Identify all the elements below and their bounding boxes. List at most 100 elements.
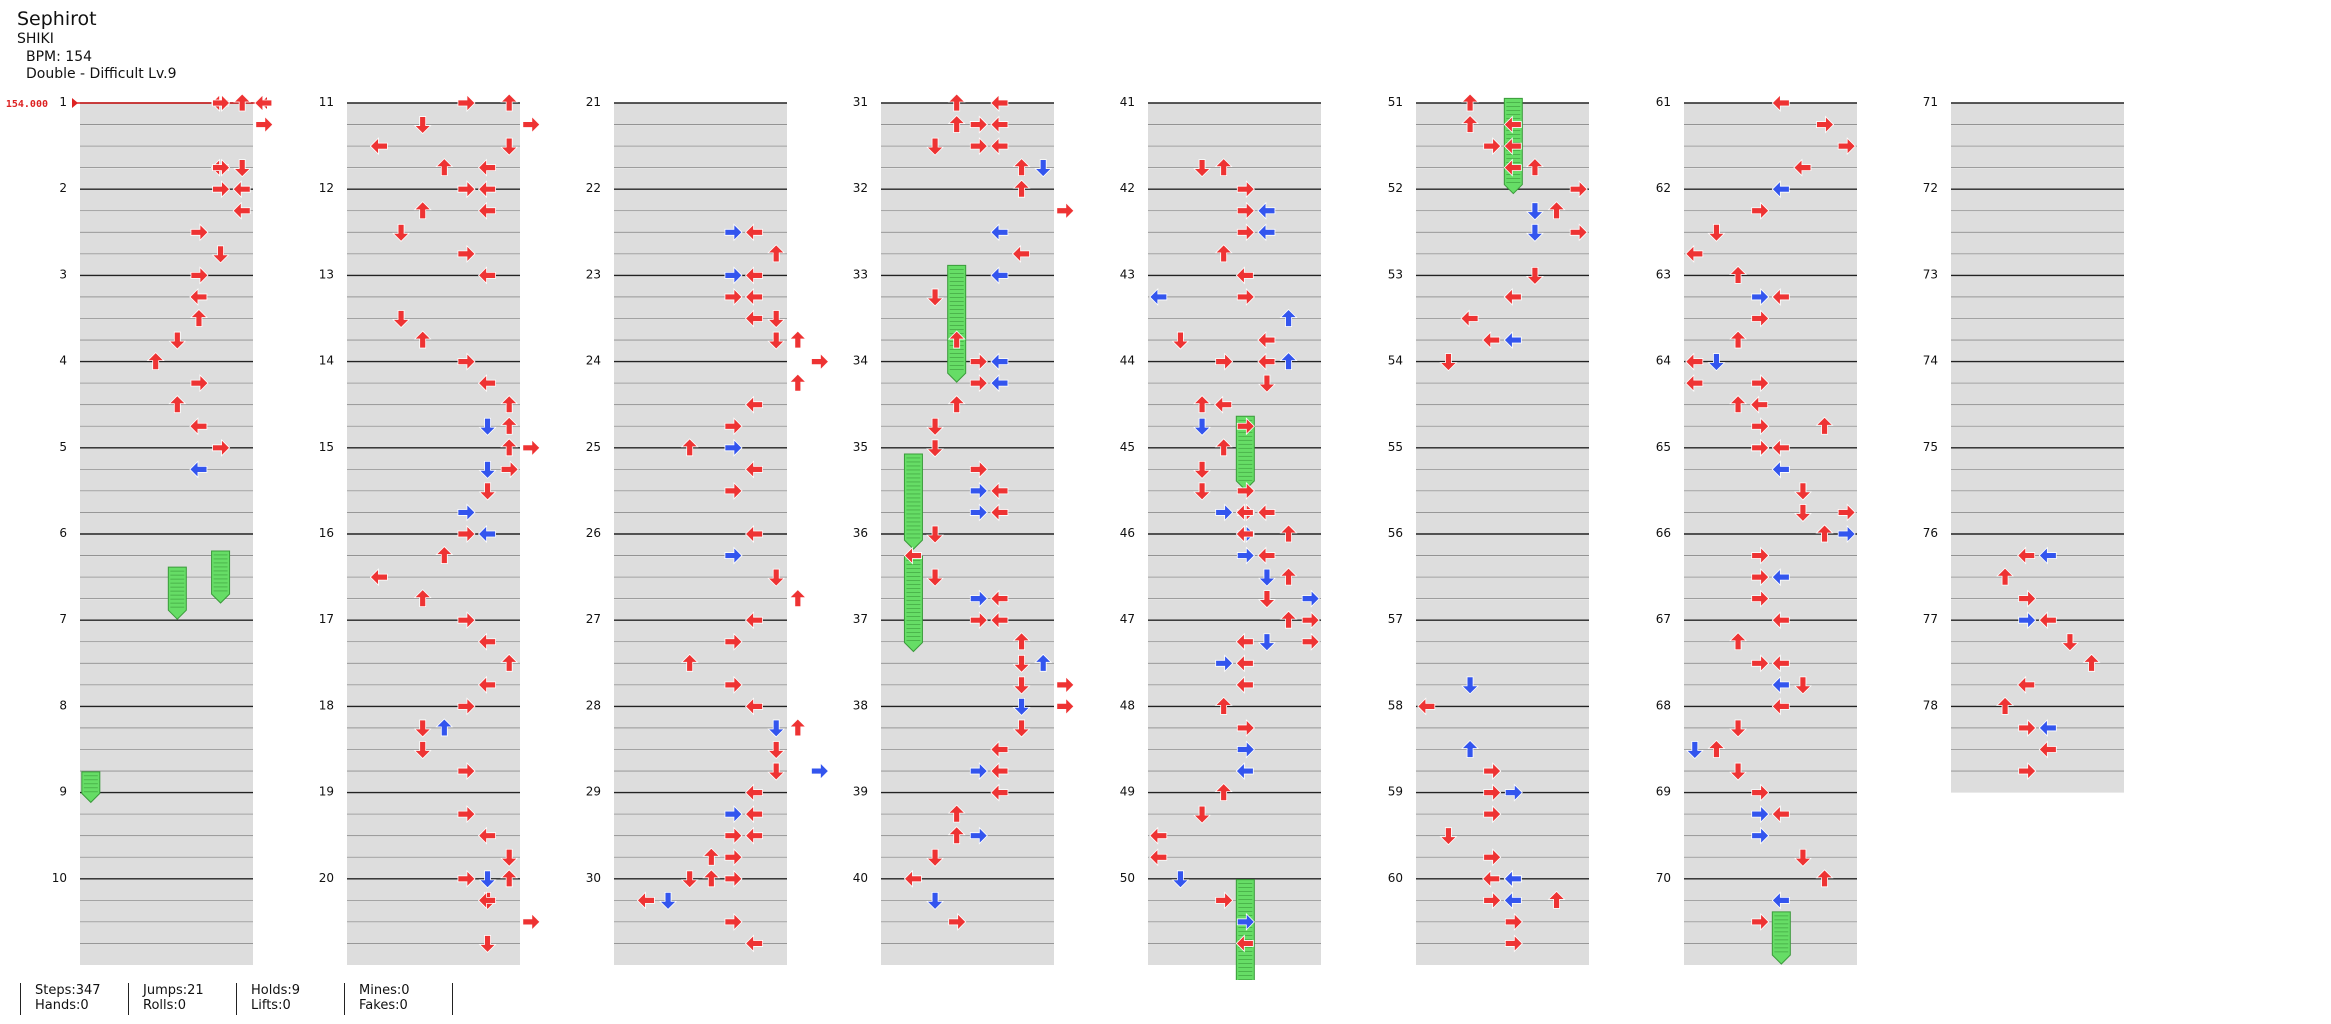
arrow-note (189, 287, 208, 306)
beat-band (1148, 900, 1321, 922)
arrow-note (212, 438, 231, 457)
beat-band (347, 900, 520, 922)
arrow-note (2038, 546, 2057, 565)
beat-band (1684, 340, 1857, 362)
arrow-note (1837, 137, 1856, 156)
beat-band (80, 362, 253, 384)
beat-band (1684, 944, 1857, 965)
beat-band (80, 491, 253, 513)
arrow-note (1236, 223, 1255, 242)
arrow-note (2082, 653, 2101, 672)
beat-band (80, 426, 253, 448)
beat-band (881, 232, 1054, 254)
beat-band (881, 706, 1054, 728)
beat-band (1684, 793, 1857, 815)
beat-band (80, 297, 253, 319)
beat-band (1684, 103, 1857, 125)
arrow-note (1279, 524, 1298, 543)
measure-number: 3 (59, 267, 67, 281)
beat-band (1416, 319, 1589, 341)
beat-band (1951, 513, 2124, 534)
arrow-note (392, 310, 411, 329)
beat-band (1148, 750, 1321, 772)
measure-number: 37 (853, 612, 868, 626)
arrow-note (2018, 762, 2037, 781)
beat-band (80, 900, 253, 922)
measure-number: 26 (586, 526, 601, 540)
beat-band (347, 469, 520, 491)
beat-band (614, 125, 787, 147)
stat-group-jumps: Jumps:21 Rolls:0 (128, 983, 204, 1015)
beat-band (1951, 211, 2124, 233)
measure-number: 29 (586, 785, 601, 799)
beat-band (80, 146, 253, 168)
arrow-note (168, 331, 187, 350)
beat-band (80, 189, 253, 211)
beat-band (1951, 599, 2124, 621)
arrow-note (522, 115, 541, 134)
arrow-note (457, 697, 476, 716)
beat-band (1684, 254, 1857, 276)
arrow-note (744, 287, 763, 306)
beat-band (1416, 771, 1589, 793)
beat-band (347, 879, 520, 901)
arrow-note (1257, 590, 1276, 609)
arrow-note (724, 805, 743, 824)
arrow-note (1012, 719, 1031, 738)
beat-band (881, 491, 1054, 513)
arrow-note (1751, 589, 1770, 608)
beat-band (1951, 125, 2124, 147)
arrow-note (1257, 633, 1276, 652)
measure-number: 43 (1120, 267, 1135, 281)
arrow-note (457, 352, 476, 371)
measure-number: 42 (1120, 181, 1135, 195)
arrow-note (1257, 568, 1276, 587)
arrow-note (232, 180, 251, 199)
arrow-note (724, 481, 743, 500)
measure-number: 72 (1923, 181, 1938, 195)
measure-number: 62 (1656, 181, 1671, 195)
beat-band (1951, 491, 2124, 513)
beat-band (881, 297, 1054, 319)
arrow-note (1771, 287, 1790, 306)
arrow-note (1547, 890, 1566, 909)
beat-band (614, 146, 787, 168)
arrow-note (1837, 525, 1856, 543)
arrow-note (724, 912, 743, 931)
arrow-note (1771, 568, 1790, 587)
beat-band (614, 556, 787, 578)
beat-band (80, 620, 253, 642)
beat-band (614, 232, 787, 254)
arrow-note (926, 891, 945, 910)
beat-band (1148, 685, 1321, 707)
beat-band (80, 556, 253, 578)
arrow-note (435, 545, 454, 564)
arrow-note (477, 201, 496, 220)
measure-number: 9 (59, 785, 67, 799)
arrow-note (1751, 309, 1770, 328)
arrow-note (522, 438, 541, 457)
arrow-note (1503, 137, 1522, 156)
beat-band (1148, 814, 1321, 836)
arrow-note (990, 223, 1009, 242)
arrow-note (500, 416, 519, 435)
beat-band (881, 469, 1054, 491)
beat-band (1951, 685, 2124, 707)
beat-band (1148, 663, 1321, 685)
arrow-note (477, 632, 496, 651)
beat-band (1684, 448, 1857, 470)
beat-band (347, 534, 520, 556)
beat-band (1148, 556, 1321, 578)
arrow-note (1996, 696, 2015, 715)
beat-band (1684, 469, 1857, 491)
beat-band (80, 469, 253, 491)
arrow-note (724, 632, 743, 651)
beat-band (347, 405, 520, 427)
arrow-note (724, 869, 743, 888)
beat-band (80, 922, 253, 944)
arrow-note (1996, 567, 2015, 586)
arrow-note (1793, 504, 1812, 523)
arrow-note (1257, 201, 1276, 220)
beat-band (1951, 189, 2124, 211)
arrow-note (969, 762, 988, 781)
